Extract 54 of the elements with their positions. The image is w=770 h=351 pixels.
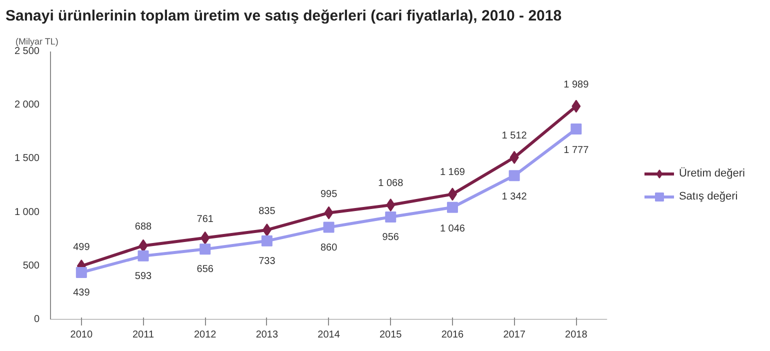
x-tick-label: 2015 bbox=[380, 330, 402, 340]
point bbox=[262, 223, 272, 236]
point bbox=[200, 244, 211, 255]
data-label: 439 bbox=[73, 287, 90, 298]
data-label: 835 bbox=[258, 206, 276, 217]
data-label: 1 342 bbox=[502, 192, 528, 203]
point bbox=[446, 202, 458, 213]
point bbox=[508, 170, 520, 182]
point bbox=[570, 124, 582, 135]
data-label: 1 169 bbox=[440, 167, 466, 178]
data-label: 1 046 bbox=[440, 223, 466, 234]
point bbox=[261, 235, 272, 246]
data-label: 499 bbox=[73, 242, 90, 254]
data-label: 656 bbox=[196, 264, 214, 276]
x-tick-label: 2014 bbox=[318, 330, 340, 340]
x-tick-label: 2017 bbox=[503, 330, 526, 340]
y-tick-label: 2 500 bbox=[14, 46, 40, 57]
x-tick-label: 2012 bbox=[194, 330, 217, 340]
data-label: 995 bbox=[320, 188, 338, 200]
y-tick-label: 1 500 bbox=[14, 153, 40, 164]
data-label: 761 bbox=[196, 214, 214, 225]
point bbox=[138, 250, 149, 262]
x-tick-label: 2013 bbox=[256, 330, 279, 340]
x-tick-label: 2011 bbox=[132, 330, 154, 340]
x-tick-label: 2018 bbox=[565, 330, 588, 340]
data-label: 688 bbox=[134, 222, 152, 233]
point bbox=[138, 239, 148, 252]
data-label: 733 bbox=[258, 256, 276, 267]
data-label: 956 bbox=[382, 232, 400, 244]
x-tick-label: 2016 bbox=[441, 330, 464, 340]
data-label: 1 512 bbox=[502, 130, 528, 142]
point bbox=[385, 212, 396, 223]
point bbox=[386, 198, 396, 212]
point bbox=[324, 206, 334, 220]
y-tick-label: 0 bbox=[34, 314, 40, 325]
legend-label: Üretim değeri bbox=[678, 168, 745, 180]
y-tick-label: 2 000 bbox=[14, 100, 40, 111]
x-tick-label: 2010 bbox=[70, 330, 93, 340]
y-tick-label: 1 000 bbox=[14, 206, 40, 218]
chart-title: Sanayi ürünlerinin toplam üretim ve satış değerleri (cari fiyatlarla), 2010 - 2018 bbox=[6, 8, 562, 24]
point bbox=[572, 100, 581, 113]
data-label: 593 bbox=[134, 270, 152, 282]
y-axis-title: (Milyar TL) bbox=[16, 36, 58, 46]
point bbox=[200, 231, 210, 244]
point bbox=[76, 266, 87, 278]
point bbox=[448, 188, 457, 201]
point bbox=[510, 150, 519, 164]
data-label: 1 777 bbox=[564, 145, 590, 156]
data-label: 1 068 bbox=[378, 178, 404, 190]
legend-label: Satış değeri bbox=[678, 190, 738, 202]
y-tick-label: 500 bbox=[22, 260, 40, 272]
data-label: 1 989 bbox=[564, 79, 590, 90]
data-label: 860 bbox=[320, 242, 338, 254]
point bbox=[323, 222, 334, 233]
